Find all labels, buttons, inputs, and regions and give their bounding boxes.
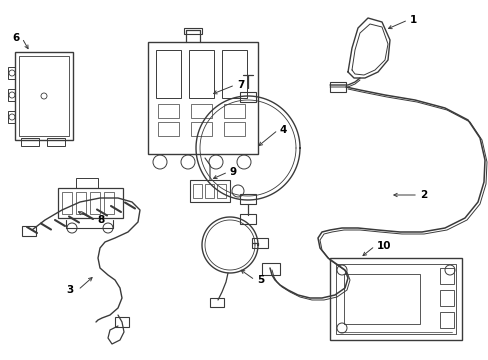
Bar	[329, 82, 346, 92]
Bar	[224, 122, 244, 136]
Bar	[335, 264, 455, 334]
Bar	[189, 50, 214, 98]
Bar	[222, 50, 246, 98]
Bar	[193, 184, 202, 198]
Bar	[104, 192, 114, 214]
Text: 5: 5	[257, 275, 264, 285]
Bar	[158, 104, 179, 118]
Bar	[439, 268, 453, 284]
Bar	[58, 188, 123, 218]
Text: 2: 2	[419, 190, 427, 200]
Text: 9: 9	[229, 167, 237, 177]
Bar	[8, 89, 15, 101]
Bar	[148, 42, 258, 154]
Bar	[262, 263, 280, 275]
Bar	[439, 312, 453, 328]
Bar	[156, 50, 181, 98]
Bar	[224, 104, 244, 118]
Bar	[439, 290, 453, 306]
Bar	[15, 52, 73, 140]
Bar	[158, 122, 179, 136]
Bar	[76, 192, 86, 214]
Bar	[8, 111, 15, 123]
Bar	[191, 122, 212, 136]
Bar	[343, 274, 419, 324]
Bar	[240, 194, 256, 204]
Text: 7: 7	[237, 80, 244, 90]
Text: 10: 10	[376, 241, 391, 251]
Bar	[19, 56, 69, 136]
Bar	[21, 138, 39, 146]
Bar	[22, 226, 36, 236]
Bar	[191, 104, 212, 118]
Bar	[240, 214, 256, 224]
Bar	[217, 184, 225, 198]
Bar	[62, 192, 72, 214]
Bar	[115, 317, 129, 327]
Text: 1: 1	[409, 15, 416, 25]
Text: 4: 4	[280, 125, 287, 135]
Bar	[76, 178, 98, 188]
Bar	[47, 138, 65, 146]
Bar	[90, 192, 100, 214]
Bar	[329, 258, 461, 340]
Bar	[209, 298, 224, 307]
Bar	[251, 238, 267, 248]
Text: 6: 6	[13, 33, 20, 43]
Bar	[240, 92, 256, 102]
Bar	[8, 67, 15, 79]
Bar	[204, 184, 214, 198]
Bar	[190, 180, 229, 202]
Bar	[183, 28, 202, 34]
Text: 3: 3	[66, 285, 73, 295]
Text: 8: 8	[97, 215, 104, 225]
